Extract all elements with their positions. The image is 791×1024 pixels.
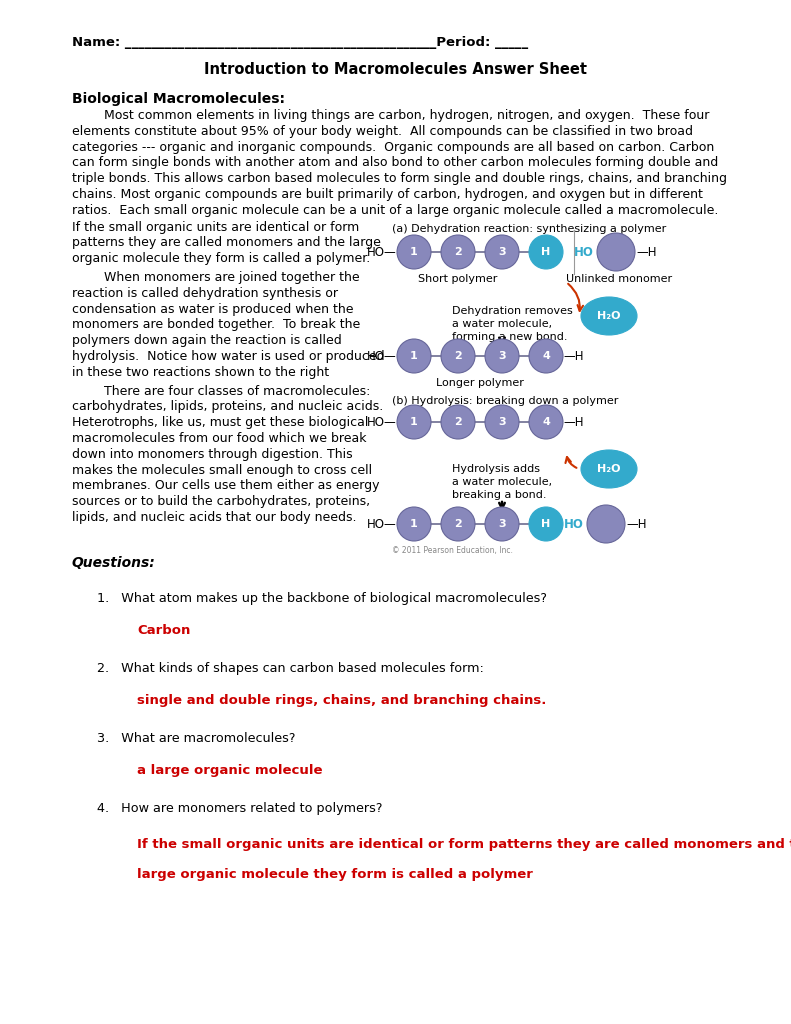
Text: chains. Most organic compounds are built primarily of carbon, hydrogen, and oxyg: chains. Most organic compounds are built… (72, 188, 703, 201)
Text: 2.   What kinds of shapes can carbon based molecules form:: 2. What kinds of shapes can carbon based… (97, 662, 484, 675)
Text: HO—: HO— (367, 246, 397, 258)
Ellipse shape (529, 507, 563, 541)
Text: (a) Dehydration reaction: synthesizing a polymer: (a) Dehydration reaction: synthesizing a… (392, 224, 666, 234)
Text: HO—: HO— (367, 349, 397, 362)
Ellipse shape (441, 507, 475, 541)
Text: If the small organic units are identical or form patterns they are called monome: If the small organic units are identical… (137, 838, 791, 851)
Text: 2: 2 (454, 351, 462, 361)
Text: membranes. Our cells use them either as energy: membranes. Our cells use them either as … (72, 479, 380, 493)
Text: HO—: HO— (367, 416, 397, 428)
Text: sources or to build the carbohydrates, proteins,: sources or to build the carbohydrates, p… (72, 496, 370, 508)
Ellipse shape (581, 450, 637, 488)
Text: Unlinked monomer: Unlinked monomer (566, 274, 672, 284)
Text: If the small organic units are identical or form: If the small organic units are identical… (72, 220, 359, 233)
Text: H₂O: H₂O (597, 311, 621, 321)
Ellipse shape (441, 234, 475, 269)
Ellipse shape (581, 297, 637, 335)
Text: Carbon: Carbon (137, 624, 191, 637)
Ellipse shape (441, 339, 475, 373)
Text: carbohydrates, lipids, proteins, and nucleic acids.: carbohydrates, lipids, proteins, and nuc… (72, 400, 384, 414)
Text: 3.   What are macromolecules?: 3. What are macromolecules? (97, 732, 296, 745)
Text: Longer polymer: Longer polymer (436, 378, 524, 388)
Text: HO: HO (564, 517, 584, 530)
Text: 3: 3 (498, 417, 505, 427)
Ellipse shape (397, 406, 431, 439)
Text: polymers down again the reaction is called: polymers down again the reaction is call… (72, 334, 342, 347)
Text: —H: —H (636, 246, 657, 258)
Text: —H: —H (563, 416, 584, 428)
Text: categories --- organic and inorganic compounds.  Organic compounds are all based: categories --- organic and inorganic com… (72, 140, 714, 154)
Ellipse shape (485, 507, 519, 541)
Text: HO—: HO— (367, 517, 397, 530)
Text: HO: HO (574, 246, 594, 258)
Text: Heterotrophs, like us, must get these biological: Heterotrophs, like us, must get these bi… (72, 416, 369, 429)
Text: 2: 2 (454, 519, 462, 529)
Text: Introduction to Macromolecules Answer Sheet: Introduction to Macromolecules Answer Sh… (204, 62, 587, 77)
Ellipse shape (529, 406, 563, 439)
Text: —: — (584, 517, 607, 530)
Ellipse shape (397, 507, 431, 541)
Text: a large organic molecule: a large organic molecule (137, 764, 323, 777)
Text: makes the molecules small enough to cross cell: makes the molecules small enough to cros… (72, 464, 372, 476)
Text: single and double rings, chains, and branching chains.: single and double rings, chains, and bra… (137, 694, 547, 707)
Text: Most common elements in living things are carbon, hydrogen, nitrogen, and oxygen: Most common elements in living things ar… (72, 109, 710, 122)
Text: Name: _______________________________________________Period: _____: Name: __________________________________… (72, 36, 528, 49)
Text: —: — (594, 246, 617, 258)
Text: —H: —H (626, 517, 646, 530)
Text: H: H (541, 247, 551, 257)
Text: 1: 1 (410, 247, 418, 257)
Text: Hydrolysis adds
a water molecule,
breaking a bond.: Hydrolysis adds a water molecule, breaki… (452, 464, 552, 501)
Text: organic molecule they form is called a polymer.: organic molecule they form is called a p… (72, 252, 370, 265)
Text: 3: 3 (498, 247, 505, 257)
Text: H₂O: H₂O (597, 464, 621, 474)
Ellipse shape (397, 234, 431, 269)
Text: 4: 4 (542, 351, 550, 361)
Text: Biological Macromolecules:: Biological Macromolecules: (72, 92, 285, 106)
Text: patterns they are called monomers and the large: patterns they are called monomers and th… (72, 237, 381, 250)
Ellipse shape (597, 233, 635, 271)
Text: When monomers are joined together the: When monomers are joined together the (72, 271, 360, 284)
Text: 3: 3 (498, 519, 505, 529)
Text: (b) Hydrolysis: breaking down a polymer: (b) Hydrolysis: breaking down a polymer (392, 396, 619, 406)
Text: 3: 3 (498, 351, 505, 361)
Text: © 2011 Pearson Education, Inc.: © 2011 Pearson Education, Inc. (392, 546, 513, 555)
Text: elements constitute about 95% of your body weight.  All compounds can be classif: elements constitute about 95% of your bo… (72, 125, 693, 138)
Ellipse shape (397, 339, 431, 373)
Text: triple bonds. This allows carbon based molecules to form single and double rings: triple bonds. This allows carbon based m… (72, 172, 727, 185)
Text: 4: 4 (542, 417, 550, 427)
Text: 4.   How are monomers related to polymers?: 4. How are monomers related to polymers? (97, 802, 383, 815)
Text: condensation as water is produced when the: condensation as water is produced when t… (72, 303, 354, 315)
Text: 1: 1 (410, 417, 418, 427)
Ellipse shape (441, 406, 475, 439)
Ellipse shape (529, 234, 563, 269)
Text: 2: 2 (454, 417, 462, 427)
Text: H: H (541, 519, 551, 529)
Ellipse shape (485, 234, 519, 269)
Text: 1.   What atom makes up the backbone of biological macromolecules?: 1. What atom makes up the backbone of bi… (97, 592, 547, 605)
Ellipse shape (485, 406, 519, 439)
Text: down into monomers through digestion. This: down into monomers through digestion. Th… (72, 447, 353, 461)
Ellipse shape (587, 505, 625, 543)
Text: —H: —H (563, 349, 584, 362)
Text: macromolecules from our food which we break: macromolecules from our food which we br… (72, 432, 366, 445)
Text: in these two reactions shown to the right: in these two reactions shown to the righ… (72, 366, 329, 379)
Text: Dehydration removes
a water molecule,
forming a new bond.: Dehydration removes a water molecule, fo… (452, 306, 573, 342)
Text: can form single bonds with another atom and also bond to other carbon molecules : can form single bonds with another atom … (72, 157, 718, 169)
Text: large organic molecule they form is called a polymer: large organic molecule they form is call… (137, 868, 533, 881)
Text: reaction is called dehydration synthesis or: reaction is called dehydration synthesis… (72, 287, 338, 300)
Text: ratios.  Each small organic molecule can be a unit of a large organic molecule c: ratios. Each small organic molecule can … (72, 204, 718, 217)
Text: 2: 2 (454, 247, 462, 257)
Text: 1: 1 (410, 351, 418, 361)
Text: Questions:: Questions: (72, 556, 156, 570)
Text: lipids, and nucleic acids that our body needs.: lipids, and nucleic acids that our body … (72, 511, 357, 524)
Text: 1: 1 (410, 519, 418, 529)
Ellipse shape (485, 339, 519, 373)
Text: monomers are bonded together.  To break the: monomers are bonded together. To break t… (72, 318, 360, 332)
Text: Short polymer: Short polymer (418, 274, 498, 284)
Ellipse shape (529, 339, 563, 373)
Text: There are four classes of macromolecules:: There are four classes of macromolecules… (72, 385, 370, 397)
Text: hydrolysis.  Notice how water is used or produced: hydrolysis. Notice how water is used or … (72, 350, 384, 362)
